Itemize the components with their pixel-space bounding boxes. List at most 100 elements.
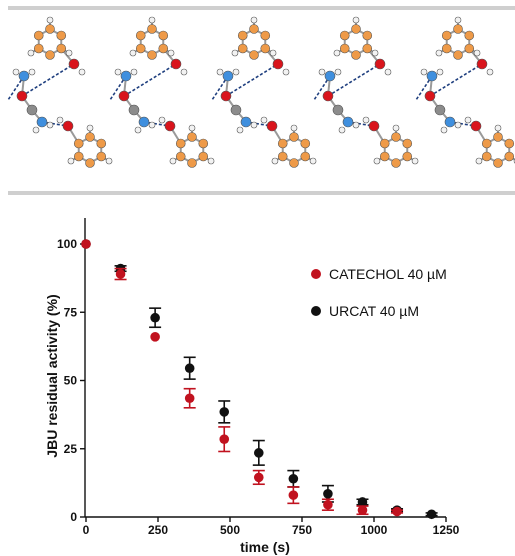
- hydrogen-atom: [334, 68, 342, 76]
- legend-marker-catechol: [311, 269, 321, 279]
- carbon-atom: [96, 138, 107, 149]
- hydrogen-atom: [46, 121, 54, 129]
- catechol-point: [357, 505, 368, 515]
- carbon-atom: [147, 50, 157, 60]
- carbon-atom: [237, 30, 248, 41]
- molecular-structure-image: [7, 6, 515, 195]
- carbon-atom: [504, 138, 515, 149]
- carbon-atom: [198, 151, 209, 162]
- carbon-atom: [249, 50, 259, 60]
- nitrogen-atom: [426, 70, 438, 82]
- y-tick-label: 100: [57, 237, 77, 251]
- carbon-atom: [56, 43, 67, 54]
- carbon-atom: [96, 151, 107, 162]
- hydrogen-atom: [169, 157, 177, 165]
- oxygen-atom: [220, 90, 232, 102]
- carbon-atom: [187, 132, 197, 142]
- hydrogen-atom: [250, 16, 258, 24]
- y-tick-label: 75: [64, 305, 78, 319]
- hydrogen-atom: [86, 124, 94, 132]
- hydrogen-atom: [216, 68, 224, 76]
- carbon-atom: [187, 158, 197, 168]
- hydrogen-atom: [28, 68, 36, 76]
- hydrogen-bond: [123, 63, 177, 97]
- carbon-atom: [339, 43, 350, 54]
- hydrogen-atom: [148, 16, 156, 24]
- oxygen-atom: [62, 120, 74, 132]
- urcat-point: [184, 363, 195, 374]
- hydrogen-atom: [65, 49, 73, 57]
- oxygen-atom: [374, 58, 386, 70]
- hydrogen-atom: [384, 68, 392, 76]
- carbon-atom: [464, 30, 475, 41]
- catechol-point: [115, 269, 126, 279]
- hydrogen-atom: [232, 68, 240, 76]
- oxygen-atom: [16, 90, 28, 102]
- carbon-atom: [493, 132, 503, 142]
- catechol-point: [323, 499, 333, 510]
- carbon-atom: [45, 50, 55, 60]
- nitrogen-atom: [222, 70, 234, 82]
- carbon-atom: [135, 43, 146, 54]
- oxygen-atom: [424, 90, 436, 102]
- carbon-atom: [73, 138, 84, 149]
- y-tick-label: 50: [64, 374, 78, 388]
- hydrogen-atom: [130, 68, 138, 76]
- hydrogen-atom: [352, 121, 360, 129]
- carbon-atom: [493, 158, 503, 168]
- x-tick-label: 1000: [361, 523, 388, 537]
- carbon-atom: [332, 104, 344, 116]
- hydrogen-bond: [225, 63, 279, 97]
- carbon-atom: [33, 43, 44, 54]
- hydrogen-atom: [129, 49, 137, 57]
- oxygen-atom: [164, 120, 176, 132]
- hydrogen-atom: [260, 116, 268, 124]
- chart-legend: CATECHOL 40 µM URCAT 40 µM: [311, 266, 447, 319]
- oxygen-atom: [68, 58, 80, 70]
- hydrogen-atom: [473, 49, 481, 57]
- hydrogen-bond: [21, 63, 75, 97]
- hydrogen-atom: [148, 121, 156, 129]
- carbon-atom: [147, 24, 157, 34]
- hydrogen-atom: [290, 124, 298, 132]
- carbon-atom: [402, 151, 413, 162]
- nitrogen-atom: [120, 70, 132, 82]
- hydrogen-atom: [362, 116, 370, 124]
- urcat-point: [357, 497, 368, 507]
- nitrogen-atom: [444, 116, 456, 128]
- nitrogen-atom: [324, 70, 336, 82]
- x-tick-label: 250: [148, 523, 168, 537]
- carbon-atom: [198, 138, 209, 149]
- hydrogen-atom: [269, 49, 277, 57]
- urcat-point: [253, 448, 264, 458]
- oxygen-atom: [322, 90, 334, 102]
- carbon-atom: [249, 24, 259, 34]
- carbon-atom: [175, 151, 186, 162]
- x-axis-label: time (s): [240, 539, 290, 555]
- urcat-point: [323, 488, 333, 499]
- carbon-atom: [33, 30, 44, 41]
- carbon-atom: [277, 151, 288, 162]
- hydrogen-bond: [429, 63, 483, 97]
- oxygen-atom: [118, 90, 130, 102]
- carbon-atom: [453, 24, 463, 34]
- carbon-atom: [277, 138, 288, 149]
- hydrogen-atom: [12, 68, 20, 76]
- hydrogen-atom: [114, 68, 122, 76]
- carbon-atom: [481, 151, 492, 162]
- carbon-atom: [351, 24, 361, 34]
- hydrogen-atom: [188, 124, 196, 132]
- carbon-atom: [300, 151, 311, 162]
- oxygen-atom: [272, 58, 284, 70]
- hydrogen-atom: [56, 116, 64, 124]
- atom-layer: [12, 16, 515, 168]
- hydrogen-atom: [134, 126, 142, 134]
- carbon-atom: [402, 138, 413, 149]
- oxygen-atom: [170, 58, 182, 70]
- urcat-point: [219, 407, 230, 417]
- nitrogen-atom: [240, 116, 252, 128]
- hydrogen-atom: [250, 121, 258, 129]
- hydrogen-atom: [67, 157, 75, 165]
- hydrogen-atom: [105, 157, 113, 165]
- carbon-atom: [441, 43, 452, 54]
